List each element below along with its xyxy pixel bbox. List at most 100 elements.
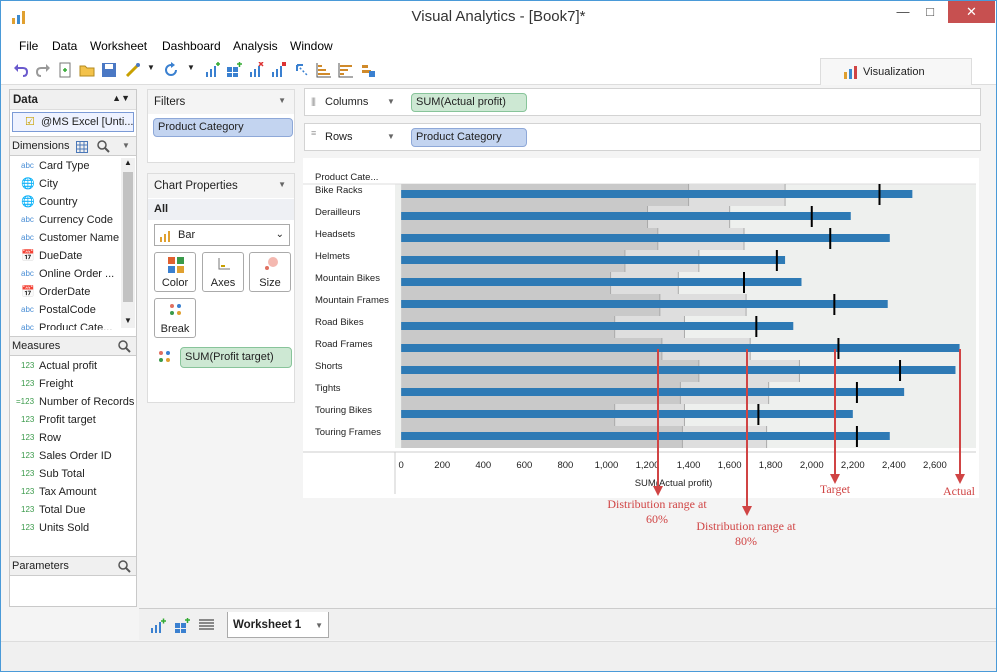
chart-type-value: Bar <box>178 229 196 241</box>
dimension-item[interactable]: abc Customer Name <box>10 230 119 248</box>
dimension-item[interactable]: abc Card Type <box>10 158 118 176</box>
columns-menu-icon[interactable]: ▼ <box>387 97 395 106</box>
menu-worksheet[interactable]: Worksheet <box>90 39 148 53</box>
x-tick-label: 0 <box>399 460 404 471</box>
dimension-item[interactable]: abc PostalCode <box>10 302 118 320</box>
dimension-label: Online Order ... <box>39 268 115 280</box>
swap-axes-icon[interactable] <box>294 62 310 78</box>
new-icon[interactable] <box>57 62 73 78</box>
dimensions-scrollbar[interactable]: ▲ ▼ <box>121 158 135 328</box>
sheet-tab-menu-icon[interactable]: ▼ <box>315 621 323 630</box>
dimension-item[interactable]: 📅 OrderDate <box>10 284 118 302</box>
measures-header: Measures <box>10 336 136 356</box>
chart-properties-menu-icon[interactable]: ▼ <box>278 180 286 189</box>
color-button[interactable]: Color <box>154 252 196 292</box>
tab-worksheet-1[interactable]: Worksheet 1 ▼ <box>227 612 329 638</box>
rows-menu-icon[interactable]: ▼ <box>387 132 395 141</box>
chevron-down-icon: ⌄ <box>275 229 284 240</box>
save-icon[interactable] <box>101 62 117 78</box>
menu-data[interactable]: Data <box>52 39 78 53</box>
scroll-up-icon[interactable]: ▲ <box>124 158 132 167</box>
x-tick-label: 800 <box>557 460 573 471</box>
x-tick-label: 1,000 <box>595 460 619 471</box>
measure-item[interactable]: 123 Sales Order ID <box>10 448 118 466</box>
refresh-dropdown-arrow-icon[interactable]: ▼ <box>187 63 195 72</box>
columns-pill-actual-profit[interactable]: SUM(Actual profit) <box>411 93 527 112</box>
dimension-item[interactable]: 🌐 City <box>10 176 118 194</box>
measure-item[interactable]: 123 Profit target <box>10 412 118 430</box>
x-tick-label: 1,600 <box>718 460 742 471</box>
chart-type-select[interactable]: Bar ⌄ <box>154 224 290 246</box>
clear-sheet-icon[interactable] <box>248 62 264 78</box>
scope-all[interactable]: All <box>148 199 294 220</box>
number-field-icon: 123 <box>21 469 35 478</box>
globe-icon: 🌐 <box>21 196 35 208</box>
axes-button-label: Axes <box>210 277 236 289</box>
sheet-list-icon[interactable] <box>199 619 214 631</box>
profit-target-pill[interactable]: SUM(Profit target) <box>180 347 292 368</box>
format-icon[interactable] <box>125 62 141 78</box>
show-marks-icon[interactable] <box>360 62 376 78</box>
menu-window[interactable]: Window <box>290 39 333 53</box>
scroll-down-icon[interactable]: ▼ <box>124 316 132 325</box>
close-button[interactable]: ✕ <box>948 1 995 23</box>
dimension-item[interactable]: 📅 DueDate <box>10 248 118 266</box>
measure-item[interactable]: =123 Number of Records <box>10 394 134 412</box>
minimize-button[interactable]: — <box>896 4 910 19</box>
category-label: Touring Bikes <box>315 405 372 416</box>
sort-descending-icon[interactable] <box>338 62 354 78</box>
data-menu-icon[interactable]: ▲▼ <box>112 93 130 103</box>
measure-item[interactable]: 123 Row <box>10 430 118 448</box>
columns-shelf: ||| Columns ▼ SUM(Actual profit) <box>304 88 981 116</box>
redo-icon[interactable] <box>35 62 51 78</box>
text-field-icon: abc <box>21 233 34 242</box>
sort-ascending-icon[interactable] <box>316 62 332 78</box>
visualization-tab[interactable]: Visualization <box>820 58 972 85</box>
parameters-title: Parameters <box>12 560 69 572</box>
duplicate-sheet-icon[interactable] <box>270 62 286 78</box>
axes-button[interactable]: Axes <box>202 252 244 292</box>
measure-item[interactable]: 123 Sub Total <box>10 466 118 484</box>
calendar-icon: 📅 <box>21 286 35 298</box>
dimension-item[interactable]: 🌐 Country <box>10 194 118 212</box>
format-dropdown-arrow-icon[interactable]: ▼ <box>147 63 155 72</box>
filters-menu-icon[interactable]: ▼ <box>278 96 286 105</box>
rows-label: Rows <box>325 131 353 143</box>
dimension-item[interactable]: abc Product Cate... <box>10 320 118 330</box>
filter-pill-product-category[interactable]: Product Category <box>153 118 293 137</box>
break-button[interactable]: Break <box>154 298 196 338</box>
add-dashboard-icon[interactable] <box>226 62 242 78</box>
measure-item[interactable]: 123 Freight <box>10 376 118 394</box>
new-worksheet-icon[interactable] <box>150 618 166 634</box>
size-button[interactable]: Size <box>249 252 291 292</box>
measure-item[interactable]: 123 Total Due <box>10 502 118 520</box>
add-sheet-icon[interactable] <box>204 62 220 78</box>
measure-item[interactable]: 123 Actual profit <box>10 358 118 376</box>
chart-properties-title: Chart Properties <box>154 180 238 192</box>
dimension-item[interactable]: abc Currency Code <box>10 212 118 230</box>
category-label: Mountain Bikes <box>315 273 380 284</box>
menu-analysis[interactable]: Analysis <box>233 39 278 53</box>
measure-item[interactable]: 123 Tax Amount <box>10 484 118 502</box>
scroll-thumb[interactable] <box>123 172 133 302</box>
parameters-search-icon[interactable] <box>118 560 131 573</box>
menu-dashboard[interactable]: Dashboard <box>162 39 221 53</box>
data-source-item[interactable]: ☑ @MS Excel [Unti... <box>12 112 134 132</box>
search-icon[interactable] <box>97 140 110 153</box>
category-label: Mountain Frames <box>315 295 389 306</box>
rows-shelf: ≡ Rows ▼ Product Category <box>304 123 981 151</box>
category-label: Road Bikes <box>315 317 364 328</box>
restore-button[interactable]: □ <box>926 4 934 19</box>
open-folder-icon[interactable] <box>79 62 95 78</box>
refresh-icon[interactable] <box>163 62 179 78</box>
rows-pill-product-category[interactable]: Product Category <box>411 128 527 147</box>
menu-file[interactable]: File <box>19 39 39 53</box>
measure-item[interactable]: 123 Units Sold <box>10 520 118 538</box>
measure-label: Row <box>39 432 62 444</box>
new-dashboard-icon[interactable] <box>174 618 190 634</box>
dimensions-menu-icon[interactable]: ▼ <box>122 141 130 150</box>
dimension-item[interactable]: abc Online Order ... <box>10 266 118 284</box>
undo-icon[interactable] <box>13 62 29 78</box>
measures-search-icon[interactable] <box>118 340 131 353</box>
grid-view-icon[interactable] <box>76 141 88 153</box>
